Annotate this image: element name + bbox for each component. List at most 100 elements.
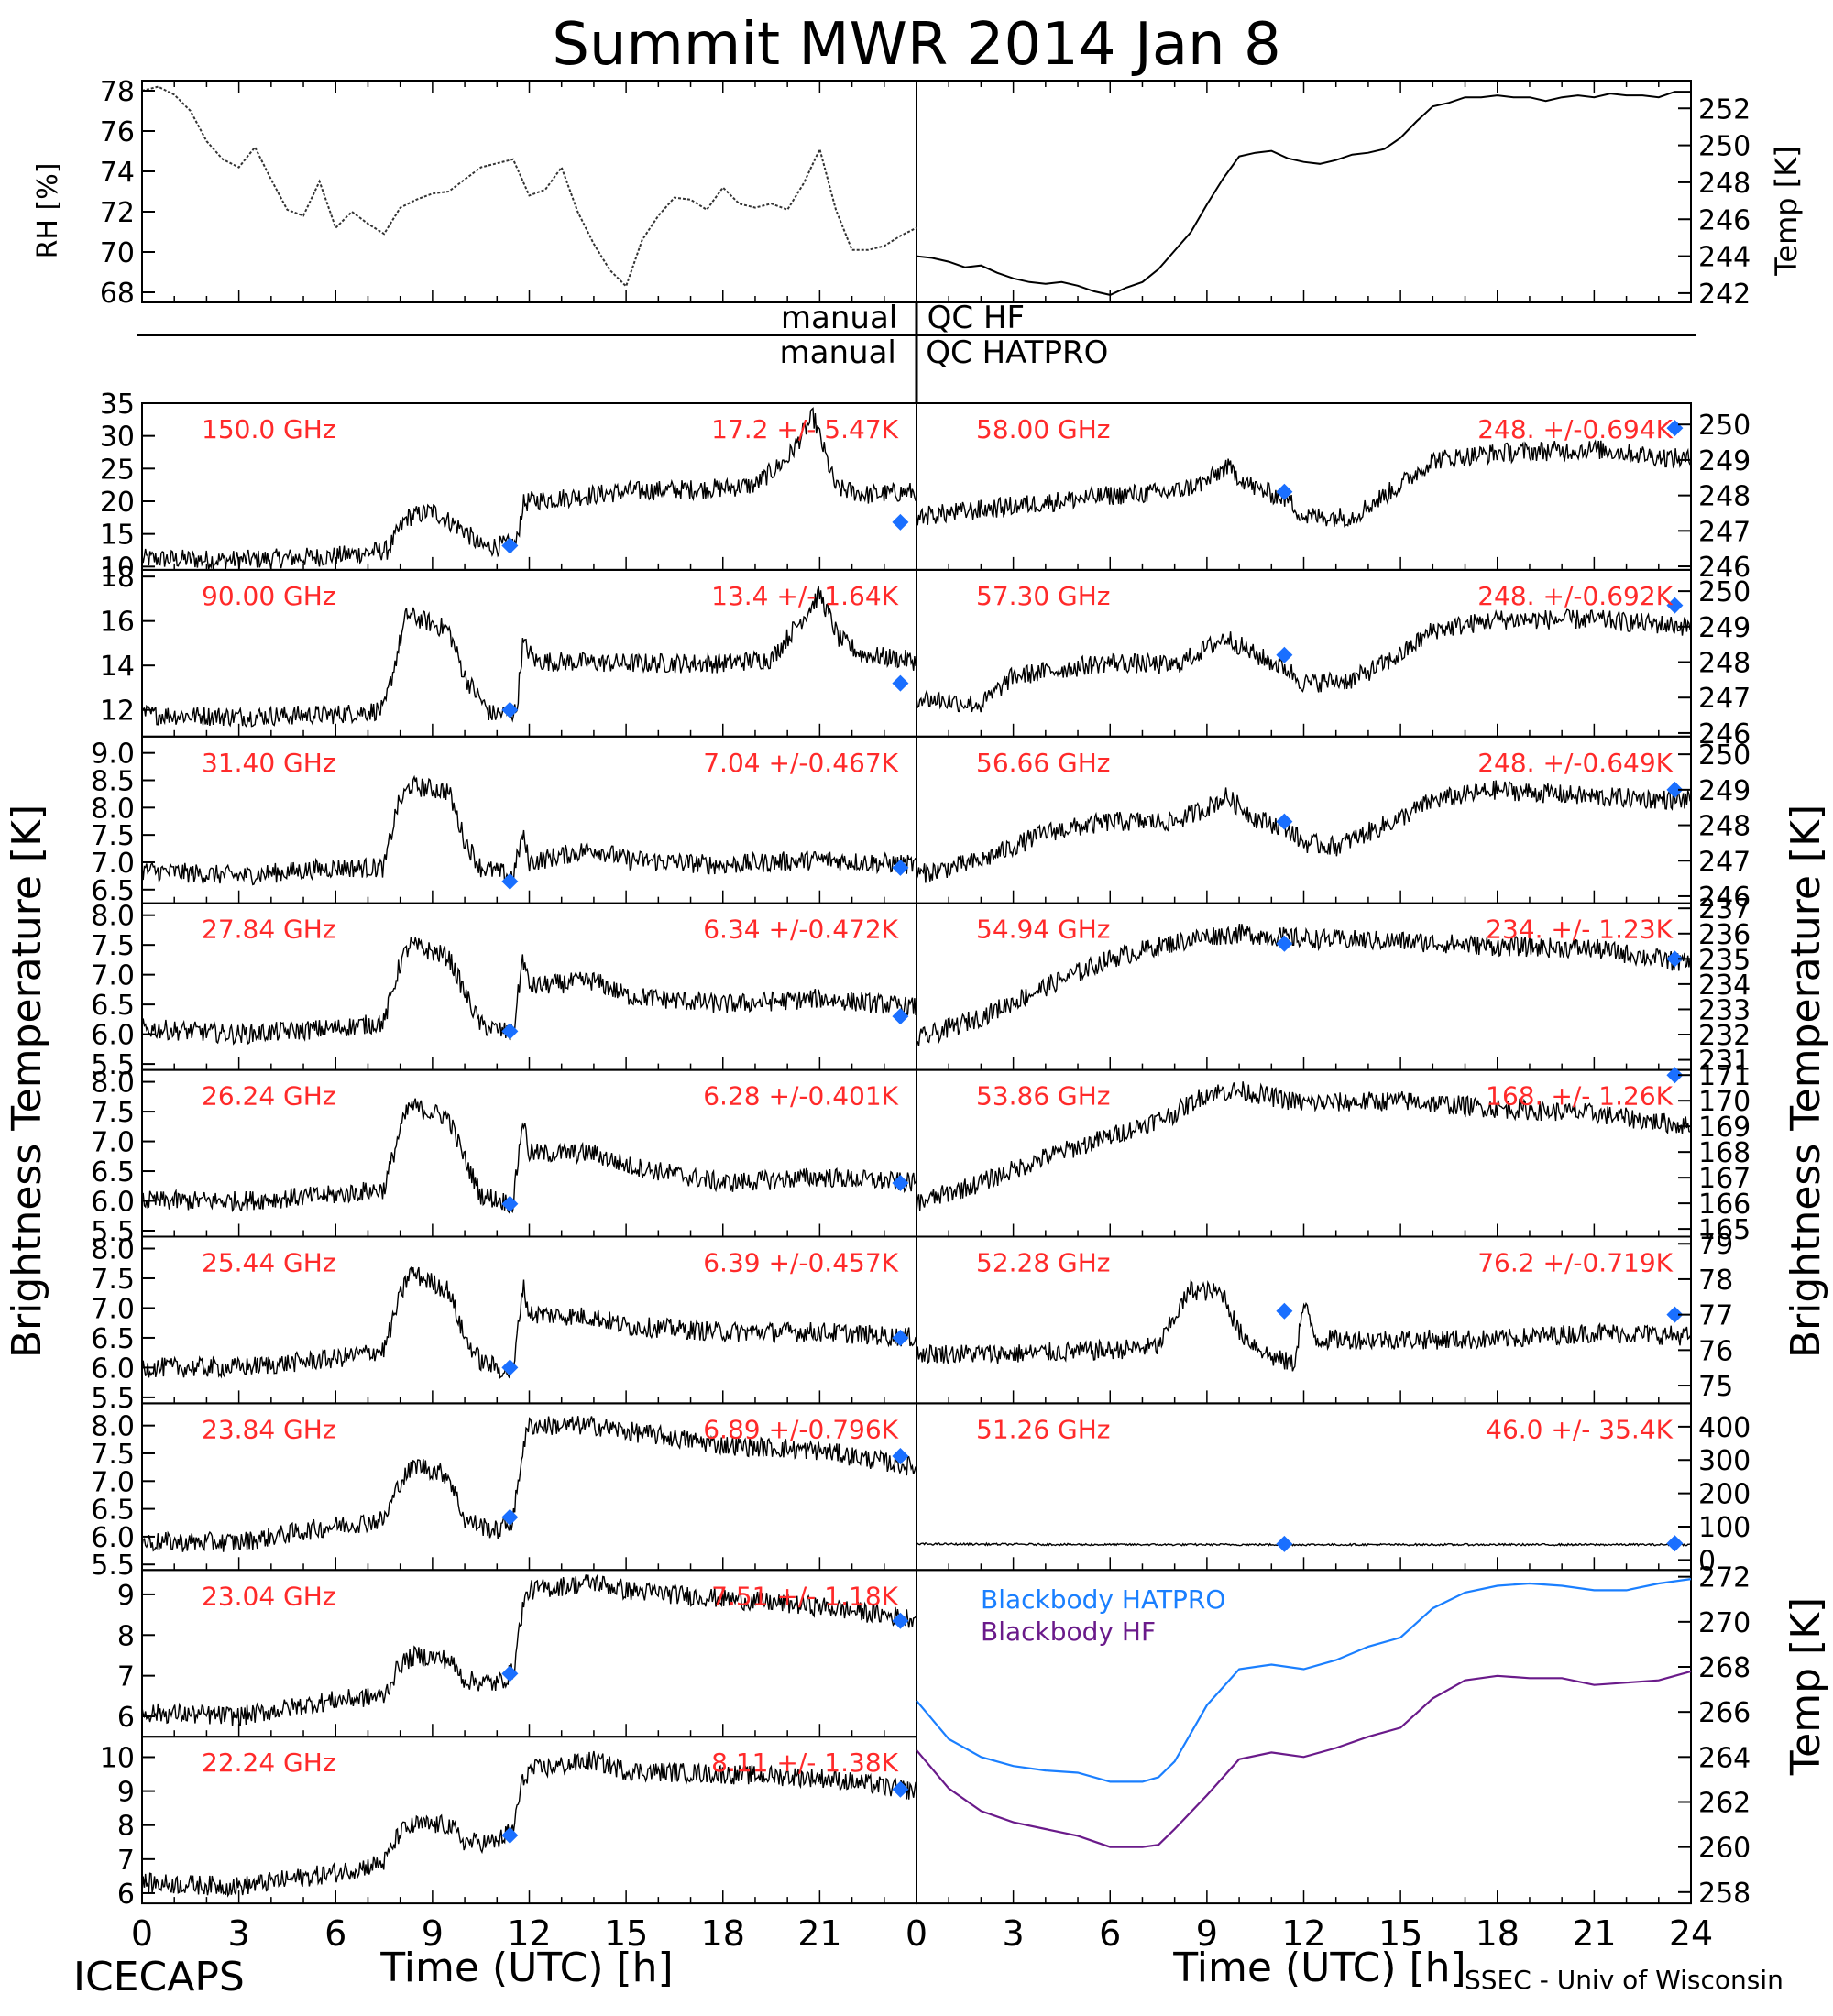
left-sounding-marker-0-1 bbox=[892, 513, 909, 531]
right-tb-axis-4-tick-label: 170 bbox=[1698, 1086, 1751, 1118]
left-sounding-marker-7-0 bbox=[501, 1665, 519, 1682]
left-sounding-marker-8-1 bbox=[892, 1780, 909, 1798]
x-tick-label-left: 0 bbox=[131, 1913, 153, 1954]
left-tb-series-4 bbox=[141, 1098, 916, 1214]
right-tb-axis-2-tick-label: 248 bbox=[1698, 811, 1751, 843]
left-tb-axis-5-tick-label: 7.0 bbox=[91, 1293, 135, 1325]
left-tb-axis-8-tick-label: 10 bbox=[100, 1742, 135, 1774]
left-tb-axis-7-tick-label: 6 bbox=[117, 1702, 135, 1734]
x-tick-label-right: 24 bbox=[1669, 1913, 1713, 1954]
right-tb-axis-0-tick-label: 248 bbox=[1698, 481, 1751, 513]
x-tick-label-right: 9 bbox=[1196, 1913, 1218, 1954]
right-sounding-marker-5-1 bbox=[1666, 1306, 1684, 1323]
left-stat-label-4: 6.28 +/-0.401K bbox=[703, 1081, 898, 1112]
right-tb-axis-5-tick-label: 79 bbox=[1698, 1229, 1733, 1261]
right-tb-axis-0-tick-label: 249 bbox=[1698, 445, 1751, 477]
left-tb-axis-5-tick-label: 5.5 bbox=[91, 1383, 135, 1415]
right-tb-axis-6-tick-label: 200 bbox=[1698, 1479, 1751, 1511]
qc-hf-label: manual QC HF bbox=[781, 300, 1025, 336]
left-freq-label-7: 23.04 GHz bbox=[202, 1581, 336, 1611]
right-tb-axis-0-tick-label: 250 bbox=[1698, 410, 1751, 442]
left-tb-axis-0-tick-label: 35 bbox=[100, 389, 135, 421]
right-sounding-marker-1-0 bbox=[1276, 646, 1293, 663]
figure-title: Summit MWR 2014 Jan 8 bbox=[552, 11, 1280, 79]
left-stat-label-6: 6.89 +/-0.796K bbox=[703, 1414, 898, 1444]
right-tb-axis-1-tick-label: 246 bbox=[1698, 718, 1751, 751]
left-tb-axis-5-tick-label: 8.0 bbox=[91, 1233, 135, 1265]
tb-axis-label-right: Brightness Temperature [K] bbox=[1783, 805, 1829, 1358]
right-tb-axis-3-tick-label: 235 bbox=[1698, 944, 1751, 976]
right-tb-axis-2-tick-label: 250 bbox=[1698, 740, 1751, 772]
left-tb-axis-1-tick-label: 18 bbox=[100, 562, 135, 594]
right-stat-label-2: 248. +/-0.649K bbox=[1477, 748, 1673, 778]
left-sounding-marker-6-1 bbox=[892, 1448, 909, 1465]
left-stat-label-0: 17.2 +/- 5.47K bbox=[711, 414, 898, 444]
right-freq-label-2: 56.66 GHz bbox=[976, 748, 1111, 778]
left-sounding-marker-2-0 bbox=[501, 872, 519, 890]
left-tb-axis-0-tick-label: 30 bbox=[100, 422, 135, 454]
left-tb-axis-6-tick-label: 6.5 bbox=[91, 1495, 135, 1527]
right-stat-label-3: 234. +/- 1.23K bbox=[1486, 915, 1673, 945]
left-freq-label-1: 90.00 GHz bbox=[202, 581, 336, 611]
right-tb-axis-2-tick-label: 247 bbox=[1698, 846, 1751, 878]
right-sounding-marker-3-1 bbox=[1666, 950, 1684, 968]
right-tb-axis-4-tick-label: 166 bbox=[1698, 1189, 1751, 1221]
x-axis-label-left: Time (UTC) [h] bbox=[379, 1945, 673, 1991]
bb-axis-tick-label: 272 bbox=[1698, 1562, 1751, 1594]
right-tb-axis-1-tick-label: 248 bbox=[1698, 648, 1751, 680]
left-tb-axis-7-tick-label: 9 bbox=[117, 1580, 135, 1612]
right-tb-axis-4-tick-label: 169 bbox=[1698, 1112, 1751, 1144]
bb-axis-tick-label: 262 bbox=[1698, 1787, 1751, 1819]
x-tick-label-left: 15 bbox=[604, 1913, 648, 1954]
left-stat-label-7: 7.51 +/- 1.18K bbox=[711, 1581, 898, 1611]
right-tb-axis-1-tick-label: 250 bbox=[1698, 576, 1751, 608]
temp-series-line bbox=[916, 91, 1691, 296]
bb-axis-tick-label: 266 bbox=[1698, 1697, 1751, 1729]
left-sounding-marker-3-1 bbox=[892, 1008, 909, 1025]
left-tb-axis-2-tick-label: 8.5 bbox=[91, 766, 135, 798]
left-tb-axis-3-tick-label: 6.0 bbox=[91, 1020, 135, 1052]
right-tb-axis-3-tick-label: 234 bbox=[1698, 970, 1751, 1002]
rh-axis-tick-label: 72 bbox=[100, 197, 135, 229]
bb-hf-legend: Blackbody HF bbox=[981, 1616, 1156, 1647]
right-tb-axis-5-tick-label: 75 bbox=[1698, 1371, 1733, 1403]
right-tb-axis-5-tick-label: 78 bbox=[1698, 1265, 1733, 1297]
left-tb-axis-7-tick-label: 8 bbox=[117, 1620, 135, 1652]
footer-icecaps: ICECAPS bbox=[73, 1954, 245, 2000]
left-sounding-marker-3-0 bbox=[501, 1023, 519, 1040]
left-tb-series-8 bbox=[141, 1750, 916, 1898]
left-freq-label-4: 26.24 GHz bbox=[202, 1081, 336, 1112]
right-tb-axis-0-tick-label: 247 bbox=[1698, 516, 1751, 548]
x-tick-label-left: 6 bbox=[324, 1913, 346, 1954]
right-freq-label-0: 58.00 GHz bbox=[976, 414, 1111, 444]
left-tb-axis-2-tick-label: 8.0 bbox=[91, 793, 135, 825]
left-freq-label-3: 27.84 GHz bbox=[202, 915, 336, 945]
rh-axis-tick-label: 76 bbox=[100, 116, 135, 148]
right-tb-axis-3-tick-label: 237 bbox=[1698, 893, 1751, 926]
left-tb-series-5 bbox=[141, 1265, 916, 1379]
left-freq-label-0: 150.0 GHz bbox=[202, 414, 336, 444]
rh-series-line bbox=[141, 85, 917, 289]
x-tick-label-right: 0 bbox=[906, 1913, 927, 1954]
left-tb-axis-6-tick-label: 7.5 bbox=[91, 1439, 135, 1471]
right-freq-label-4: 53.86 GHz bbox=[976, 1081, 1111, 1112]
right-sounding-marker-6-1 bbox=[1666, 1535, 1684, 1552]
rh-axis-tick-label: 78 bbox=[100, 76, 135, 108]
left-freq-label-5: 25.44 GHz bbox=[202, 1248, 336, 1278]
right-tb-axis-5-tick-label: 76 bbox=[1698, 1335, 1733, 1367]
left-tb-axis-4-tick-label: 8.0 bbox=[91, 1068, 135, 1100]
left-sounding-marker-0-0 bbox=[501, 537, 519, 554]
right-tb-axis-4-tick-label: 167 bbox=[1698, 1163, 1751, 1195]
bb-axis-tick-label: 260 bbox=[1698, 1833, 1751, 1865]
temp-axis-label: Temp [K] bbox=[1769, 146, 1804, 276]
blackbody-series-1 bbox=[916, 1670, 1692, 1848]
left-tb-axis-5-tick-label: 7.5 bbox=[91, 1264, 135, 1296]
x-tick-label-right: 15 bbox=[1378, 1913, 1422, 1954]
right-tb-axis-6-tick-label: 400 bbox=[1698, 1412, 1751, 1444]
x-tick-label-right: 12 bbox=[1281, 1913, 1325, 1954]
bb-hatpro-legend: Blackbody HATPRO bbox=[981, 1584, 1225, 1615]
left-tb-axis-0-tick-label: 20 bbox=[100, 487, 135, 519]
left-tb-axis-8-tick-label: 7 bbox=[117, 1845, 135, 1877]
rh-axis-tick-label: 68 bbox=[100, 278, 135, 310]
left-freq-label-8: 22.24 GHz bbox=[202, 1748, 336, 1778]
